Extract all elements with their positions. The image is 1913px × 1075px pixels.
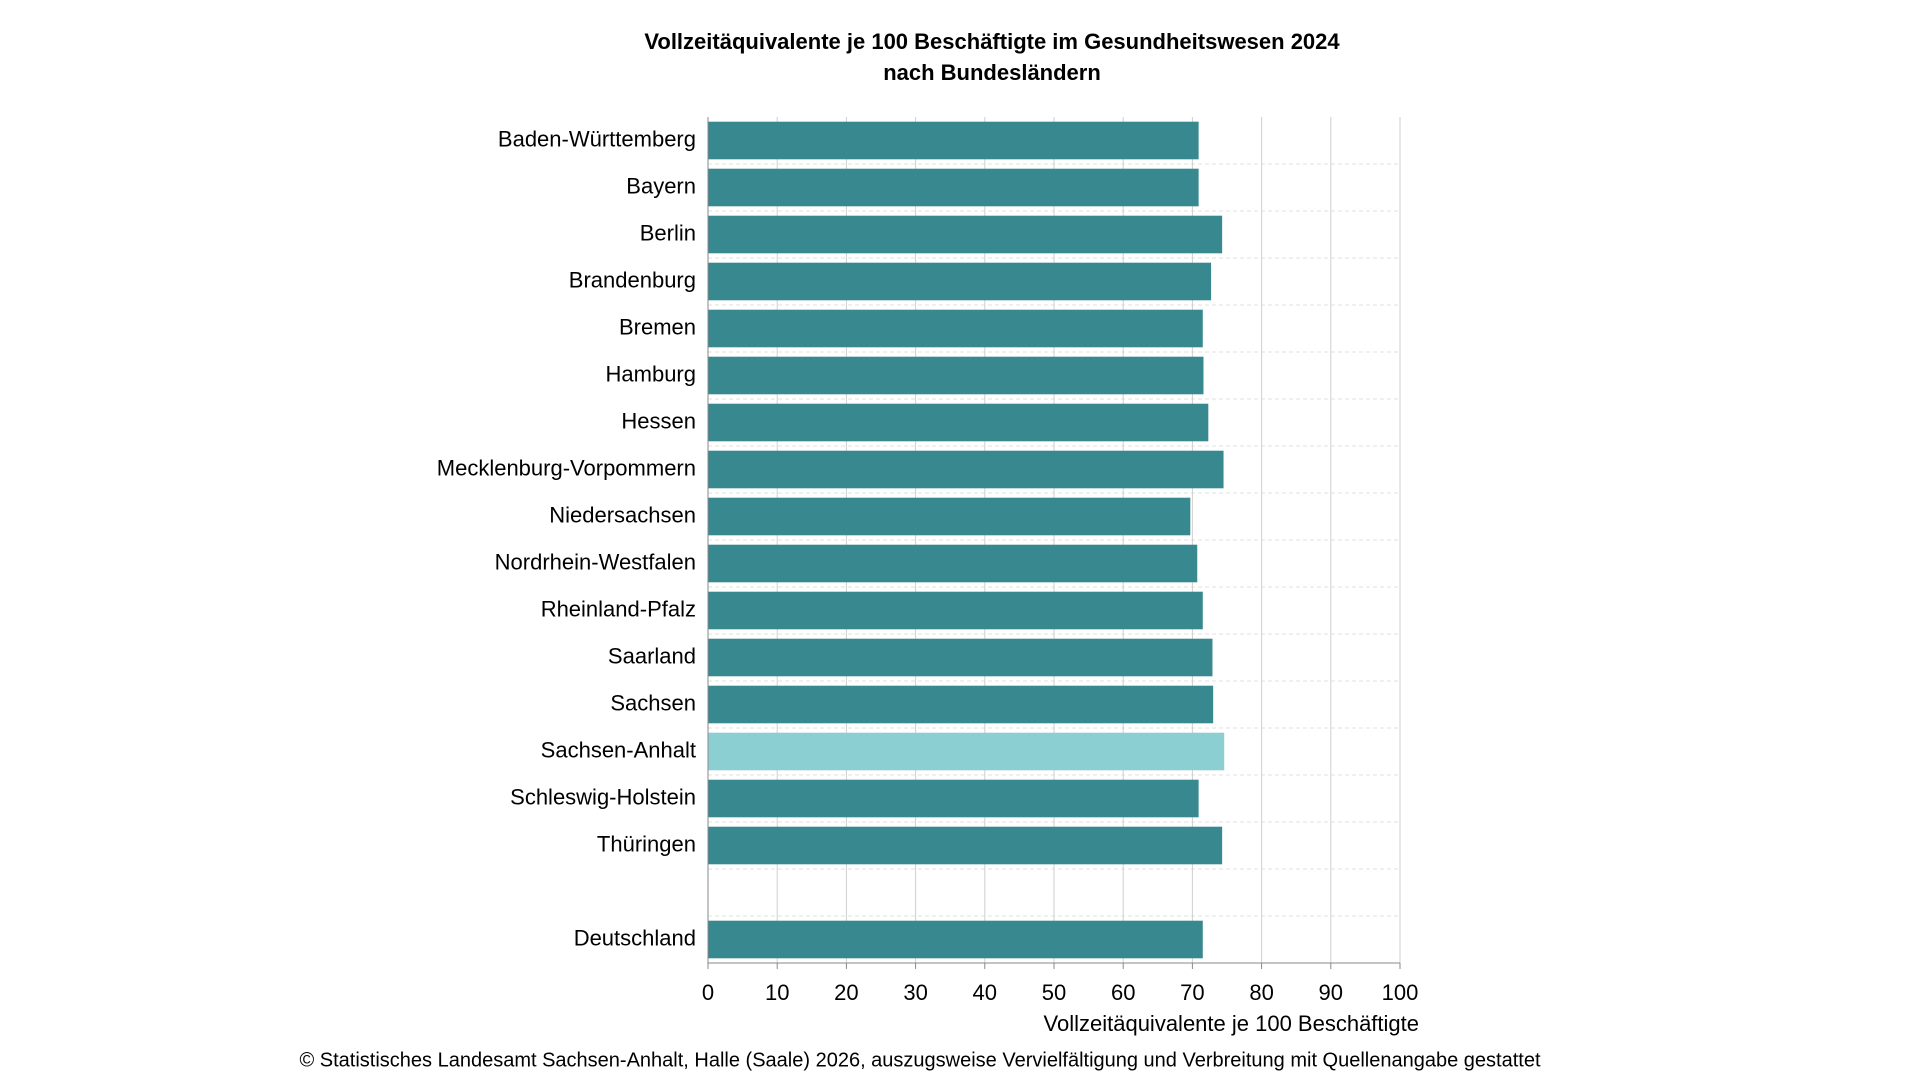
y-tick-label: Baden-Württemberg — [498, 126, 696, 151]
bar — [708, 262, 1212, 301]
y-tick-label: Bremen — [619, 314, 696, 339]
bar — [708, 779, 1199, 818]
bar — [708, 685, 1214, 724]
bar — [708, 497, 1191, 536]
x-tick-label: 0 — [702, 980, 714, 1005]
x-tick-label: 70 — [1180, 980, 1204, 1005]
bar — [708, 215, 1223, 254]
x-axis-title: Vollzeitäquivalente je 100 Beschäftigte — [1044, 1011, 1419, 1036]
x-tick-label: 100 — [1382, 980, 1419, 1005]
bar — [708, 638, 1213, 677]
y-tick-label: Mecklenburg-Vorpommern — [437, 455, 696, 480]
bar — [708, 309, 1203, 348]
bar — [708, 591, 1203, 630]
footer: © Statistisches Landesamt Sachsen-Anhalt… — [299, 1049, 1540, 1071]
chart-subtitle: nach Bundesländern — [883, 60, 1101, 85]
x-tick-label: 20 — [834, 980, 858, 1005]
x-tick-label: 50 — [1042, 980, 1066, 1005]
y-tick-label: Hamburg — [606, 361, 696, 386]
bar — [708, 544, 1198, 583]
x-tick-label: 60 — [1111, 980, 1135, 1005]
chart-title: Vollzeitäquivalente je 100 Beschäftigte … — [644, 29, 1340, 54]
y-tick-label: Thüringen — [597, 831, 696, 856]
x-tick-label: 10 — [765, 980, 789, 1005]
y-tick-label: Sachsen-Anhalt — [541, 737, 696, 762]
bar — [708, 450, 1224, 489]
bar — [708, 732, 1225, 771]
y-tick-label: Bayern — [626, 173, 696, 198]
y-tick-label: Schleswig-Holstein — [510, 784, 696, 809]
x-tick-label: 30 — [903, 980, 927, 1005]
bar — [708, 168, 1199, 207]
bar — [708, 920, 1203, 959]
y-tick-label: Deutschland — [574, 925, 696, 950]
y-tick-label: Niedersachsen — [549, 502, 696, 527]
bar — [708, 356, 1204, 395]
y-tick-label: Rheinland-Pfalz — [541, 596, 696, 621]
bar — [708, 121, 1199, 160]
bar — [708, 826, 1223, 865]
x-tick-label: 80 — [1249, 980, 1273, 1005]
y-tick-label: Nordrhein-Westfalen — [495, 549, 696, 574]
y-tick-label: Sachsen — [610, 690, 696, 715]
y-tick-label: Berlin — [640, 220, 696, 245]
x-tick-label: 40 — [973, 980, 997, 1005]
bar — [708, 403, 1209, 442]
x-tick-label: 90 — [1319, 980, 1343, 1005]
y-tick-label: Saarland — [608, 643, 696, 668]
y-tick-label: Hessen — [621, 408, 696, 433]
y-tick-label: Brandenburg — [569, 267, 696, 292]
